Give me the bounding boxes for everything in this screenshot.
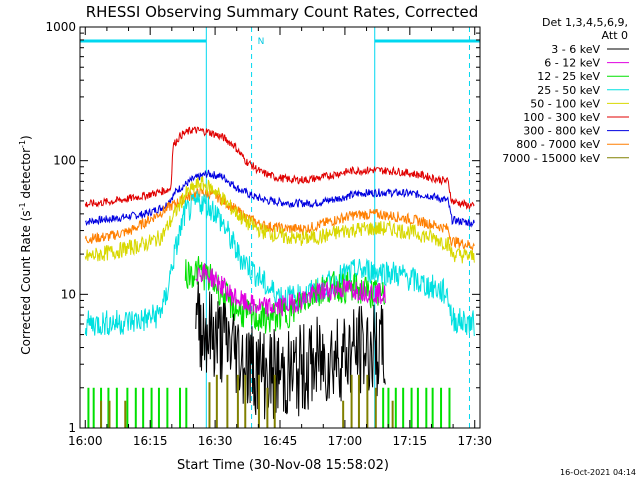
legend-title: Att 0 — [602, 29, 628, 42]
saa-flag-label: N — [258, 37, 265, 47]
series-line — [195, 263, 386, 317]
series-line — [84, 176, 475, 264]
series-line — [84, 126, 475, 210]
x-tick-label: 16:45 — [263, 434, 298, 448]
y-axis-label-exp: -1 — [18, 202, 27, 210]
legend-entry-label: 6 - 12 keV — [544, 57, 600, 70]
y-axis-label-exp: -1 — [18, 140, 27, 148]
y-axis-label: Corrected Count Rate (s-1 detector-1) — [18, 135, 33, 354]
legend-entry-label: 7000 - 15000 keV — [502, 152, 600, 165]
legend-title: Det 1,3,4,5,6,9, — [542, 16, 628, 29]
legend-entry-label: 300 - 800 keV — [523, 125, 600, 138]
x-tick-label: 16:30 — [198, 434, 233, 448]
legend-entry-label: 3 - 6 keV — [551, 43, 600, 56]
x-tick-label: 16:15 — [133, 434, 168, 448]
series-line — [84, 169, 475, 228]
y-tick-label: 100 — [53, 154, 76, 168]
legend-entry-label: 12 - 25 keV — [537, 70, 600, 83]
y-axis-label-part: Corrected Count Rate (s — [19, 210, 33, 354]
series-layer — [84, 126, 475, 428]
legend-entry-label: 50 - 100 keV — [530, 97, 600, 110]
x-tick-label: 17:00 — [328, 434, 363, 448]
legend-entry-label: 100 - 300 keV — [523, 111, 600, 124]
legend-entry-label: 25 - 50 keV — [537, 84, 600, 97]
x-tick-label: 16:00 — [68, 434, 103, 448]
night-intervals: N — [80, 27, 480, 428]
y-axis-label-part: ) — [19, 135, 33, 140]
y-axis-label-part: detector — [19, 148, 33, 203]
x-tick-label: 17:30 — [457, 434, 492, 448]
chart-title: RHESSI Observing Summary Count Rates, Co… — [86, 3, 479, 21]
axes: 1 10 100 1000 16:00 16:15 16:30 16:45 17:00 17:15… — [45, 20, 492, 448]
x-axis-label: Start Time (30-Nov-08 15:58:02) — [177, 458, 389, 473]
y-tick-label: 10 — [61, 287, 76, 301]
y-tick-label: 1000 — [45, 20, 76, 34]
series-line — [195, 281, 386, 420]
y-tick-label: 1 — [68, 421, 76, 435]
x-tick-label: 17:15 — [393, 434, 428, 448]
generation-timestamp: 16-Oct-2021 04:14 — [560, 468, 636, 477]
legend-entry-label: 800 - 7000 keV — [516, 138, 600, 151]
